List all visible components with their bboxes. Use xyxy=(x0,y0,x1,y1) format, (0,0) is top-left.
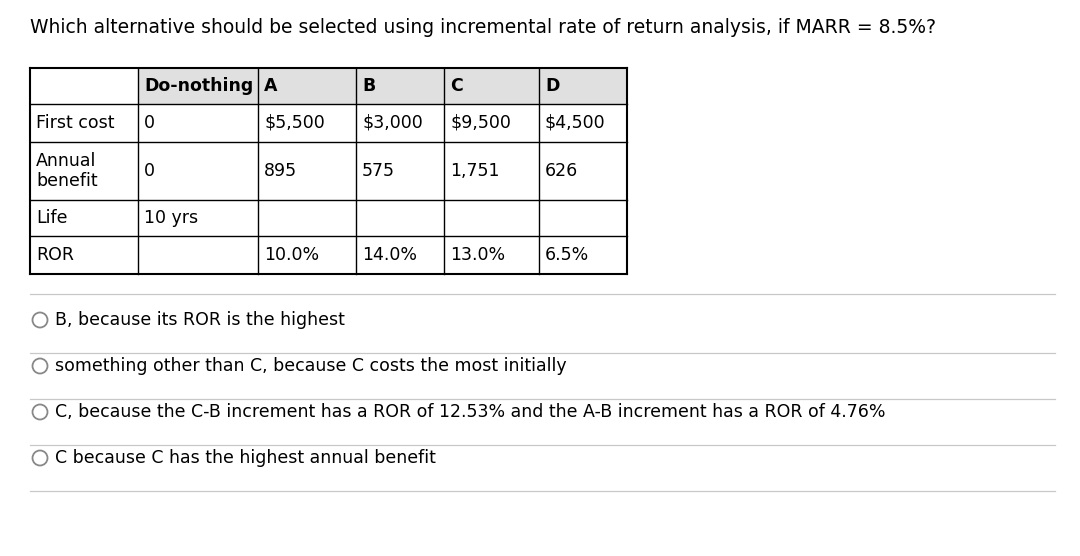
Circle shape xyxy=(32,359,48,374)
Text: A: A xyxy=(264,77,278,95)
Text: 575: 575 xyxy=(362,162,395,180)
Text: 626: 626 xyxy=(545,162,578,180)
Circle shape xyxy=(32,405,48,419)
Text: 10.0%: 10.0% xyxy=(264,246,319,264)
Text: benefit: benefit xyxy=(36,172,97,190)
Text: 10 yrs: 10 yrs xyxy=(144,209,198,227)
Text: D: D xyxy=(545,77,559,95)
Text: 0: 0 xyxy=(144,114,156,132)
Text: 1,751: 1,751 xyxy=(450,162,499,180)
Text: Life: Life xyxy=(36,209,67,227)
Text: 14.0%: 14.0% xyxy=(362,246,417,264)
Text: First cost: First cost xyxy=(36,114,114,132)
Text: Do-nothing: Do-nothing xyxy=(144,77,253,95)
Text: 0: 0 xyxy=(144,162,156,180)
Text: C, because the C-B increment has a ROR of 12.53% and the A-B increment has a ROR: C, because the C-B increment has a ROR o… xyxy=(55,403,886,421)
Text: something other than C, because C costs the most initially: something other than C, because C costs … xyxy=(55,357,567,375)
Text: B: B xyxy=(362,77,375,95)
Text: ROR: ROR xyxy=(36,246,75,264)
Text: C: C xyxy=(450,77,462,95)
Text: 895: 895 xyxy=(264,162,297,180)
Text: Annual: Annual xyxy=(36,152,96,170)
Text: $4,500: $4,500 xyxy=(545,114,606,132)
Bar xyxy=(138,68,627,104)
Text: $3,000: $3,000 xyxy=(362,114,422,132)
Text: 13.0%: 13.0% xyxy=(450,246,505,264)
Text: B, because its ROR is the highest: B, because its ROR is the highest xyxy=(55,311,345,329)
Text: Which alternative should be selected using incremental rate of return analysis, : Which alternative should be selected usi… xyxy=(30,18,936,37)
Text: C because C has the highest annual benefit: C because C has the highest annual benef… xyxy=(55,449,436,467)
Circle shape xyxy=(32,312,48,327)
Circle shape xyxy=(32,450,48,465)
Text: $5,500: $5,500 xyxy=(264,114,325,132)
Text: $9,500: $9,500 xyxy=(450,114,511,132)
Text: 6.5%: 6.5% xyxy=(545,246,590,264)
